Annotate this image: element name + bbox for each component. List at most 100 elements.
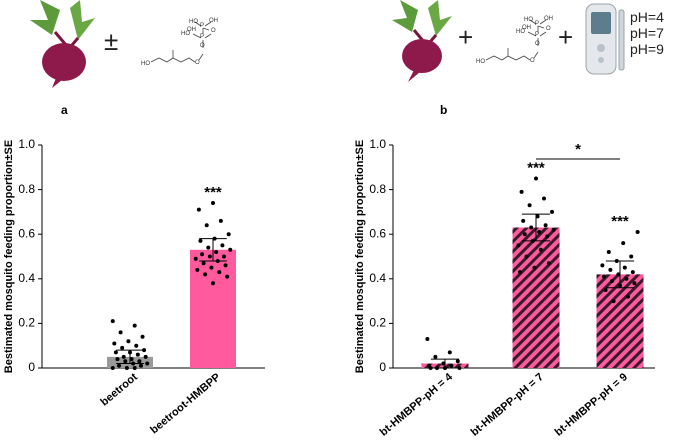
data-point bbox=[629, 254, 634, 259]
data-point bbox=[441, 361, 446, 366]
ph-label: pH=9 bbox=[630, 41, 664, 57]
data-point bbox=[603, 287, 608, 292]
y-axis-label: Bestimated mosquito feeding proportion±S… bbox=[354, 140, 366, 373]
data-point bbox=[527, 203, 532, 208]
data-point bbox=[137, 359, 142, 364]
chem-label: O bbox=[195, 60, 200, 66]
y-tick-label: 1.0 bbox=[18, 137, 35, 151]
chem-label: HO bbox=[181, 31, 190, 37]
data-point bbox=[532, 265, 537, 270]
bracket-label: * bbox=[575, 141, 581, 158]
data-point bbox=[145, 361, 150, 366]
data-point bbox=[138, 363, 143, 368]
data-point bbox=[123, 359, 128, 364]
operator: + bbox=[458, 22, 473, 52]
x-tick-label: bt-HMBPP-pH = 7 bbox=[469, 371, 546, 439]
y-tick-label: 0.2 bbox=[18, 316, 35, 330]
beetroot-icon bbox=[392, 0, 452, 82]
data-point bbox=[606, 250, 611, 255]
chem-label: O bbox=[200, 43, 205, 49]
data-point bbox=[126, 339, 131, 344]
x-tick-label: bt-HMBPP-pH = 4 bbox=[378, 371, 456, 439]
data-point bbox=[524, 254, 529, 259]
error-bar bbox=[430, 358, 460, 369]
ph-label: pH=7 bbox=[630, 25, 664, 41]
data-point bbox=[196, 207, 201, 212]
data-point bbox=[425, 337, 430, 342]
y-tick-label: 0.4 bbox=[369, 271, 386, 285]
chem-label: O bbox=[211, 28, 216, 34]
data-point bbox=[537, 229, 542, 234]
data-point bbox=[621, 241, 626, 246]
data-point bbox=[228, 247, 233, 252]
chem-label: HO bbox=[516, 29, 525, 35]
data-point bbox=[551, 227, 556, 232]
error-bar bbox=[521, 213, 551, 242]
panel-label: a bbox=[61, 103, 68, 117]
data-point bbox=[198, 238, 203, 243]
data-point bbox=[221, 254, 226, 259]
x-tick-label: beetroot-HMBPP bbox=[148, 371, 223, 436]
chem-label: O bbox=[535, 41, 540, 47]
error-bar bbox=[116, 349, 144, 365]
data-point bbox=[546, 261, 551, 266]
chem-label: HO bbox=[141, 61, 150, 67]
data-point bbox=[550, 209, 555, 214]
data-point bbox=[529, 225, 534, 230]
data-point bbox=[211, 200, 215, 205]
operator: + bbox=[558, 22, 573, 52]
chem-label: O bbox=[546, 26, 551, 32]
significance: *** bbox=[527, 159, 545, 176]
chem-label: OH bbox=[209, 18, 218, 24]
data-point bbox=[217, 270, 222, 275]
chem-label: P bbox=[200, 23, 204, 29]
chem-label: HO bbox=[189, 19, 198, 25]
data-point bbox=[220, 243, 225, 248]
data-point bbox=[630, 270, 635, 275]
y-tick-label: 0.8 bbox=[18, 182, 35, 196]
y-tick-label: 0.6 bbox=[18, 226, 35, 240]
bond bbox=[485, 19, 547, 61]
chem-label: OH bbox=[522, 25, 531, 31]
y-tick-label: 0 bbox=[28, 360, 35, 374]
data-point bbox=[449, 363, 454, 368]
data-point bbox=[534, 176, 538, 181]
data-point bbox=[433, 354, 438, 359]
data-point bbox=[132, 323, 137, 328]
significance: *** bbox=[611, 213, 629, 230]
ph-label: pH=4 bbox=[630, 9, 664, 25]
data-point bbox=[129, 357, 134, 362]
bond bbox=[150, 21, 212, 63]
data-point bbox=[193, 256, 198, 261]
data-point bbox=[601, 274, 606, 279]
data-point bbox=[203, 272, 208, 277]
data-point bbox=[204, 223, 209, 228]
data-point bbox=[225, 274, 230, 279]
data-point bbox=[519, 189, 524, 194]
chem-label: O bbox=[530, 58, 535, 64]
data-point bbox=[611, 299, 616, 304]
data-point bbox=[428, 366, 433, 370]
data-point bbox=[545, 234, 550, 239]
panel-label: b bbox=[440, 103, 447, 117]
data-point bbox=[121, 354, 126, 359]
data-point bbox=[543, 223, 548, 228]
data-point bbox=[626, 294, 631, 299]
y-tick-label: 1.0 bbox=[369, 137, 386, 151]
data-point bbox=[206, 245, 211, 250]
x-tick-label: bt-HMBPP-pH = 9 bbox=[553, 371, 630, 439]
chem-label: P bbox=[535, 32, 539, 38]
chem-label: P bbox=[200, 34, 204, 40]
data-point bbox=[632, 281, 637, 286]
data-point bbox=[616, 272, 621, 277]
data-point bbox=[624, 276, 629, 281]
data-point bbox=[609, 279, 614, 284]
data-point bbox=[608, 267, 613, 272]
data-point bbox=[143, 354, 148, 359]
data-point bbox=[457, 366, 462, 370]
significance: *** bbox=[204, 184, 222, 201]
data-point bbox=[113, 350, 118, 355]
error-bar bbox=[605, 260, 635, 289]
